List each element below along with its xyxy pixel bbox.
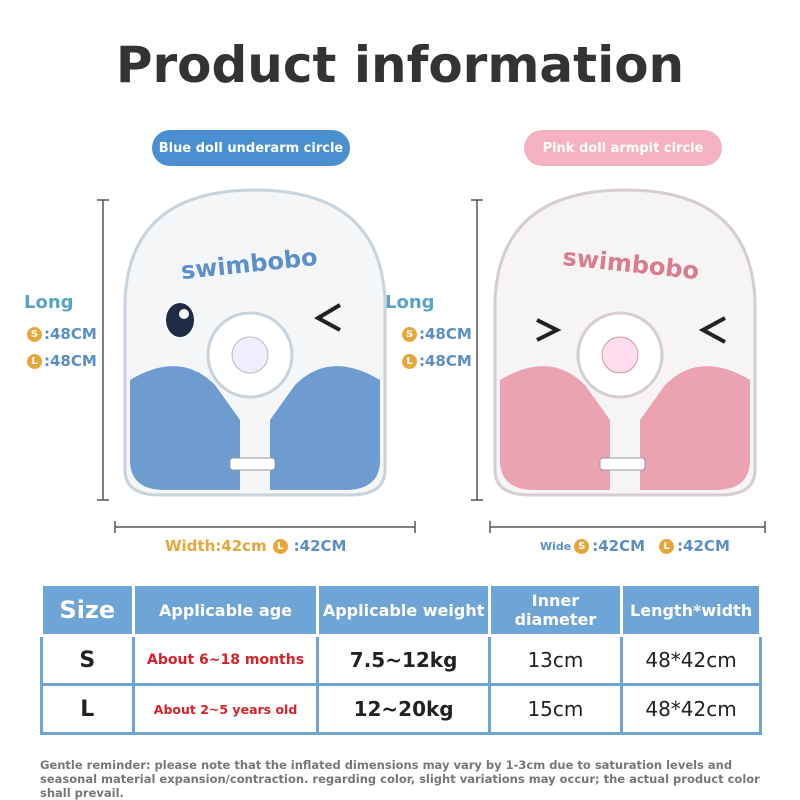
width-line: Width:42cm L :42CM [165, 537, 346, 555]
cell: 48*42cm [620, 683, 762, 735]
row: S About 6~18 months 7.5~12kg 13cm 48*42c… [40, 634, 762, 686]
long-label: Long [385, 292, 435, 313]
cell: 7.5~12kg [316, 634, 491, 686]
size-line: S:48CM [402, 325, 472, 343]
size-icon: S [27, 326, 42, 342]
size-value: :42CM [677, 537, 730, 555]
long-label: Long [24, 292, 74, 313]
badge: Pink doll armpit circle [524, 130, 722, 166]
cell: 15cm [487, 683, 624, 735]
cell: 48*42cm [620, 634, 762, 686]
product-drawings: swimbobo swimbobo [97, 188, 766, 533]
cell: About 2~5 years old [131, 683, 320, 735]
width-label: Wide [540, 539, 572, 553]
size-line: L:48CM [402, 352, 472, 370]
size-value: :42CM [592, 537, 646, 555]
cell: About 6~18 months [131, 634, 320, 686]
size-value: :48CM [44, 325, 97, 343]
spec-table: Size Applicable age Applicable weight In… [40, 583, 762, 735]
size-icon: L [27, 353, 42, 369]
size-icon: L [402, 353, 417, 369]
size-value: :48CM [419, 352, 472, 370]
badge: Blue doll underarm circle [152, 130, 350, 166]
size-icon: L [659, 538, 675, 554]
size-value: :48CM [419, 325, 472, 343]
header-cell: Applicable weight [316, 583, 491, 637]
note: Gentle reminder: please note that the in… [40, 758, 760, 800]
header-row: Size Applicable age Applicable weight In… [40, 583, 762, 637]
width-label: Width:42cm [165, 537, 267, 555]
width-line: Wide S:42CM L:42CM [540, 537, 730, 555]
size-icon: S [402, 326, 417, 342]
cell: 12~20kg [316, 683, 491, 735]
header-cell: Size [40, 583, 135, 637]
row: L About 2~5 years old 12~20kg 15cm 48*42… [40, 683, 762, 735]
size-line: S:48CM [27, 325, 97, 343]
size-icon: L [272, 538, 288, 554]
header-cell: Applicable age [131, 583, 320, 637]
title: Product information [115, 36, 685, 94]
size-value: :42CM [293, 537, 347, 555]
size-value: :48CM [44, 352, 97, 370]
cell: L [40, 683, 135, 735]
size-line: L:48CM [27, 352, 97, 370]
cell: 13cm [487, 634, 624, 686]
size-icon: S [574, 538, 590, 554]
header-cell: Length*width [620, 583, 762, 637]
cell: S [40, 634, 135, 686]
header-cell: Inner diameter [487, 583, 624, 637]
